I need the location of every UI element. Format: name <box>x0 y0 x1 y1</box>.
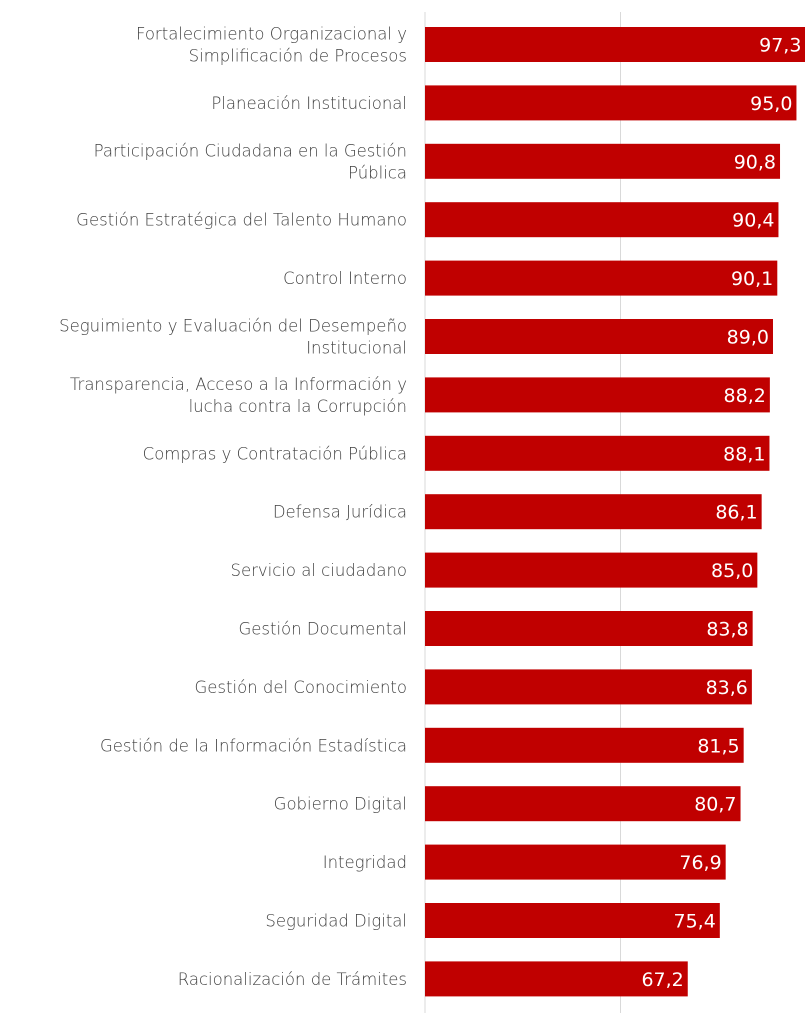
bar-value-label: 81,5 <box>697 735 739 757</box>
bar-value-label: 95,0 <box>750 93 792 115</box>
bar <box>425 494 762 530</box>
category-label: Control Interno <box>283 269 407 288</box>
category-labels: Fortalecimiento Organizacional y Simplifi… <box>59 25 407 989</box>
category-label: Seguimiento y Evaluación del Desempeño In… <box>59 317 407 358</box>
category-label: Racionalización de Trámites <box>178 970 407 989</box>
bar-value-label: 85,0 <box>711 560 753 582</box>
bar <box>425 844 726 880</box>
bar <box>425 786 741 822</box>
category-label: Seguridad Digital <box>265 912 407 931</box>
bar-value-label: 83,8 <box>706 619 748 641</box>
bar-value-label: 90,8 <box>734 151 776 173</box>
bar-value-label: 76,9 <box>679 852 721 874</box>
bar <box>425 961 688 997</box>
bar <box>425 85 797 121</box>
category-label: Gestión del Conocimiento <box>195 678 408 697</box>
bar <box>425 377 770 413</box>
bar <box>425 319 773 354</box>
bar-value-label: 86,1 <box>715 502 757 524</box>
category-label: Integridad <box>323 853 407 872</box>
bar <box>425 611 753 646</box>
bar-value-label: 75,4 <box>674 911 716 933</box>
bar-value-label: 90,1 <box>731 268 773 290</box>
category-label: Gestión de la Información Estadística <box>100 736 407 755</box>
bar-value-label: 90,4 <box>732 210 774 232</box>
bar <box>425 727 744 763</box>
category-label: Transparencia, Acceso a la Información y… <box>70 375 407 416</box>
category-label: Servicio al ciudadano <box>230 561 407 580</box>
bar <box>425 27 805 62</box>
category-label: Gestión Documental <box>238 620 407 639</box>
bar-value-label: 88,1 <box>723 443 765 465</box>
bar-value-label: 83,6 <box>706 677 748 699</box>
bar <box>425 552 758 588</box>
bar-value-label: 67,2 <box>641 969 683 991</box>
bar <box>425 669 752 705</box>
bar-value-label: 97,3 <box>759 35 801 57</box>
bar <box>425 435 770 471</box>
category-label: Planeación Institucional <box>211 94 407 113</box>
category-label: Defensa Jurídica <box>273 503 407 522</box>
bar-value-label: 89,0 <box>727 327 769 349</box>
bar <box>425 260 778 296</box>
value-labels: 97,3 95,0 90,8 90,4 90,1 89,0 88,2 88,1 86,1 85,0… <box>641 35 801 991</box>
bar-value-label: 80,7 <box>694 794 736 816</box>
category-label: Gobierno Digital <box>274 795 407 814</box>
category-label: Gestión Estratégica del Talento Humano <box>76 211 407 230</box>
bar-value-label: 88,2 <box>724 385 766 407</box>
bar <box>425 202 779 238</box>
bar <box>425 143 781 179</box>
category-label: Participación Ciudadana en la Gestión Púb… <box>94 141 407 182</box>
category-label: Compras y Contratación Pública <box>143 444 407 463</box>
bars-layer <box>425 27 805 997</box>
bar <box>425 903 720 938</box>
category-label: Fortalecimiento Organizacional y Simplifi… <box>136 25 407 66</box>
